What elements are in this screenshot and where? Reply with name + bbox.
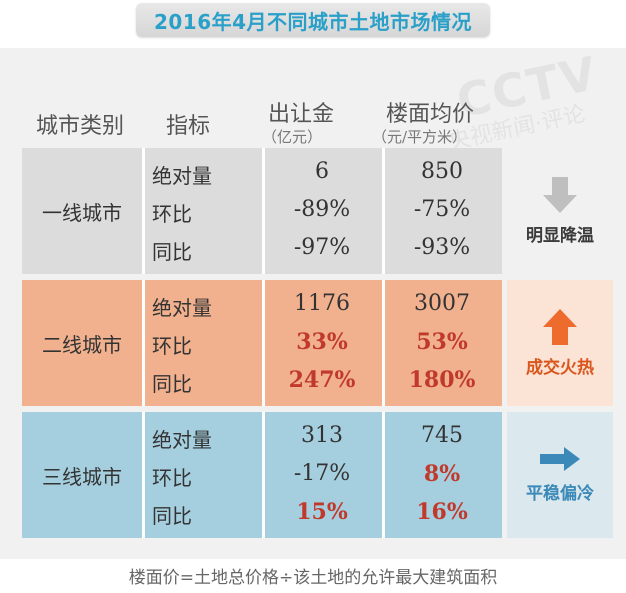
divider: [142, 412, 145, 538]
divider: [262, 412, 265, 538]
col2-value: 745: [421, 423, 463, 448]
divider: [262, 148, 265, 274]
indicator-absolute: 绝对量: [152, 428, 212, 452]
col1-value: 313: [301, 423, 343, 448]
title-bar: 2016年4月不同城市土地市场情况: [0, 0, 626, 40]
indicator-absolute: 绝对量: [152, 296, 212, 320]
col2-value: 180%: [408, 367, 476, 393]
indicator-yoy: 同比: [152, 240, 192, 264]
header-col2: 楼面均价: [386, 102, 475, 127]
col1-value: -17%: [293, 461, 351, 486]
header-indicator: 指标: [166, 114, 211, 139]
arrow-up-icon: [543, 308, 577, 345]
arrow-right-icon: [540, 446, 580, 471]
indicator-mom: 环比: [152, 202, 192, 226]
trend-cell-tier2: 成交火热: [507, 280, 613, 406]
col2-value: 8%: [423, 461, 461, 487]
col2-value: 3007: [414, 291, 470, 316]
col1-value: 1176: [294, 291, 350, 316]
row-label: 一线城市: [42, 200, 122, 225]
indicator-absolute: 绝对量: [152, 164, 212, 188]
divider: [382, 412, 385, 538]
col2-value: -75%: [413, 197, 471, 222]
col1-value: -97%: [293, 235, 351, 260]
col2-value: 53%: [416, 329, 468, 355]
col2-value: 850: [421, 159, 463, 184]
header-category: 城市类别: [36, 114, 125, 139]
indicator-yoy: 同比: [152, 372, 192, 396]
trend-label: 明显降温: [526, 225, 594, 246]
header-col1-unit: （亿元）: [262, 128, 323, 146]
col1-value: 33%: [296, 329, 348, 355]
indicator-mom: 环比: [152, 334, 192, 358]
header-col2-unit: （元/平方米）: [372, 128, 468, 146]
trend-cell-tier1: 明显降温: [507, 148, 613, 274]
footnote: 楼面价=土地总价格÷该土地的允许最大建筑面积: [128, 568, 498, 588]
header-col1: 出让金: [268, 102, 335, 127]
trend-label: 平稳偏冷: [526, 483, 594, 504]
divider: [262, 280, 265, 406]
col2-value: 16%: [416, 499, 468, 525]
row-label: 三线城市: [42, 464, 122, 489]
trend-cell-tier3: 平稳偏冷: [507, 412, 613, 538]
table-row-tier3: 三线城市 绝对量 环比 同比 313 -17% 15% 745 8% 16%: [22, 412, 502, 538]
arrow-down-icon: [543, 176, 577, 213]
col1-value: 247%: [288, 367, 356, 393]
divider: [142, 280, 145, 406]
title-pill: 2016年4月不同城市土地市场情况: [135, 3, 491, 37]
col1-value: 15%: [296, 499, 348, 525]
divider: [382, 148, 385, 274]
col1-value: -89%: [293, 197, 351, 222]
trend-label: 成交火热: [526, 357, 594, 378]
col1-value: 6: [315, 159, 329, 184]
table-header: 城市类别 指标 出让金 （亿元） 楼面均价 （元/平方米）: [0, 48, 626, 146]
indicator-yoy: 同比: [152, 504, 192, 528]
table-row-tier2: 二线城市 绝对量 环比 同比 1176 33% 247% 3007 53% 18…: [22, 280, 502, 406]
table-row-tier1: 一线城市 绝对量 环比 同比 6 -89% -97% 850 -75% -93%: [22, 148, 502, 274]
divider: [382, 280, 385, 406]
row-label: 二线城市: [42, 332, 122, 357]
page-title: 2016年4月不同城市土地市场情况: [153, 9, 473, 34]
divider: [142, 148, 145, 274]
indicator-mom: 环比: [152, 466, 192, 490]
col2-value: -93%: [413, 235, 471, 260]
